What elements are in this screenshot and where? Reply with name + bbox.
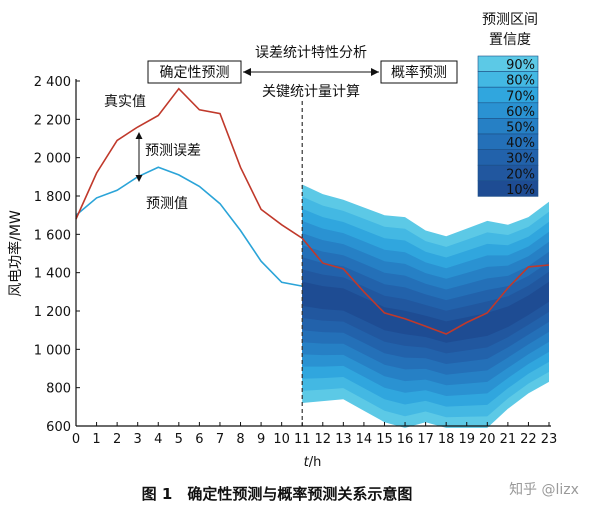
x-tick-label: 7: [216, 432, 224, 447]
arrow-head-right: [371, 68, 379, 76]
legend-label: 70%: [506, 89, 535, 104]
legend-swatch: [477, 180, 539, 197]
x-tick-label: 3: [134, 432, 142, 447]
box-deterministic: [147, 60, 242, 84]
legend-label: 90%: [506, 58, 535, 73]
legend-label: 80%: [506, 74, 535, 89]
arrow-bottom-label: 关键统计量计算: [262, 84, 360, 100]
actual-line: [75, 87, 550, 335]
legend-subtitle: 置信度: [489, 32, 531, 48]
y-axis-label: 风电功率/MW: [7, 210, 24, 297]
box-probabilistic: [380, 60, 458, 84]
arrow-top-label: 误差统计特性分析: [255, 45, 367, 61]
x-axis-label: t/h: [304, 455, 322, 470]
x-tick-label: 8: [236, 432, 244, 447]
x-tick-label: 9: [257, 432, 265, 447]
axes: 0 1 2 3 4 5 6 7 8 9 10 11 12 13 14 15 16 17 18 19 20 21 22 2360…: [7, 75, 557, 470]
x-tick-label: 23: [541, 432, 558, 447]
x-tick-label: 16: [397, 432, 414, 447]
y-tick-label: 2 200: [34, 113, 71, 128]
y-tick-label: 2 000: [34, 152, 71, 167]
actual-label: 真实值: [104, 94, 146, 110]
legend-label: 60%: [506, 105, 535, 120]
y-tick-label: 1 400: [34, 267, 71, 282]
arrow-head-left: [243, 68, 251, 76]
legend-label: 50%: [506, 121, 535, 136]
series-lines: [75, 87, 550, 426]
x-tick-label: 18: [438, 432, 455, 447]
x-tick-label: 11: [294, 432, 311, 447]
y-tick-label: 1 600: [34, 228, 71, 243]
box-probabilistic-label: 概率预测: [391, 64, 447, 81]
x-tick-label: 19: [458, 432, 475, 447]
x-tick-label: 14: [356, 432, 373, 447]
x-tick-label: 10: [273, 432, 290, 447]
x-tick-label: 15: [376, 432, 393, 447]
y-tick-label: 800: [46, 382, 71, 397]
x-tick-label: 20: [479, 432, 496, 447]
x-tick-label: 4: [154, 432, 162, 447]
watermark: 知乎 @lizx: [509, 481, 579, 498]
interval-bands: [302, 184, 549, 428]
forecast-label: 预测值: [146, 196, 188, 212]
legend-label: 10%: [506, 183, 535, 198]
y-tick-label: 1 000: [34, 343, 71, 358]
x-tick-label: 0: [72, 432, 80, 447]
box-deterministic-label: 确定性预测: [160, 65, 230, 81]
x-tick-label: 6: [195, 432, 203, 447]
error-label: 预测误差: [145, 143, 201, 159]
error-arrow-head-down: [135, 175, 143, 182]
x-tick-label: 17: [417, 432, 434, 447]
legend-label: 40%: [506, 136, 535, 151]
forecast-line: [75, 166, 303, 287]
x-tick-label: 2: [113, 432, 121, 447]
x-tick-label: 21: [500, 432, 517, 447]
legend-title: 预测区间: [482, 12, 538, 28]
y-tick-label: 1 200: [34, 305, 71, 320]
y-tick-label: 2 400: [34, 75, 71, 90]
legend-label: 30%: [506, 152, 535, 167]
x-tick-label: 22: [520, 432, 537, 447]
y-tick-label: 1 800: [34, 190, 71, 205]
x-tick-label: 5: [175, 432, 183, 447]
y-tick-label: 600: [46, 420, 71, 435]
x-tick-label: 13: [335, 432, 352, 447]
band-10pct: [302, 281, 549, 343]
error-arrow-head-up: [135, 132, 143, 139]
legend-label: 20%: [506, 167, 535, 182]
x-tick-label: 1: [92, 432, 100, 447]
x-tick-label: 12: [315, 432, 332, 447]
figure-caption: 图 1 确定性预测与概率预测关系示意图: [142, 485, 413, 503]
